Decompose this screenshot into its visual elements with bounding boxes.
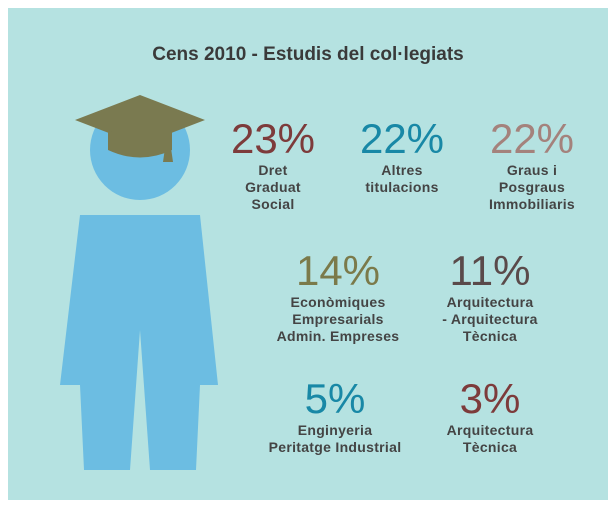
stat-label: Arquitectura - Arquitectura Tècnica — [395, 294, 585, 345]
percentage: 22% — [437, 118, 616, 160]
stat-item: 3%Arquitectura Tècnica — [395, 378, 585, 456]
percentage: 3% — [395, 378, 585, 420]
stat-item: 22%Graus i Posgraus Immobiliaris — [437, 118, 616, 213]
percentage: 11% — [395, 250, 585, 292]
chart-title: Cens 2010 - Estudis del col·legiats — [0, 44, 616, 66]
stat-item: 11%Arquitectura - Arquitectura Tècnica — [395, 250, 585, 345]
page: {"chart_data": {"type": "infographic", "… — [0, 0, 616, 508]
stat-label: Graus i Posgraus Immobiliaris — [437, 162, 616, 213]
stat-label: Arquitectura Tècnica — [395, 422, 585, 456]
